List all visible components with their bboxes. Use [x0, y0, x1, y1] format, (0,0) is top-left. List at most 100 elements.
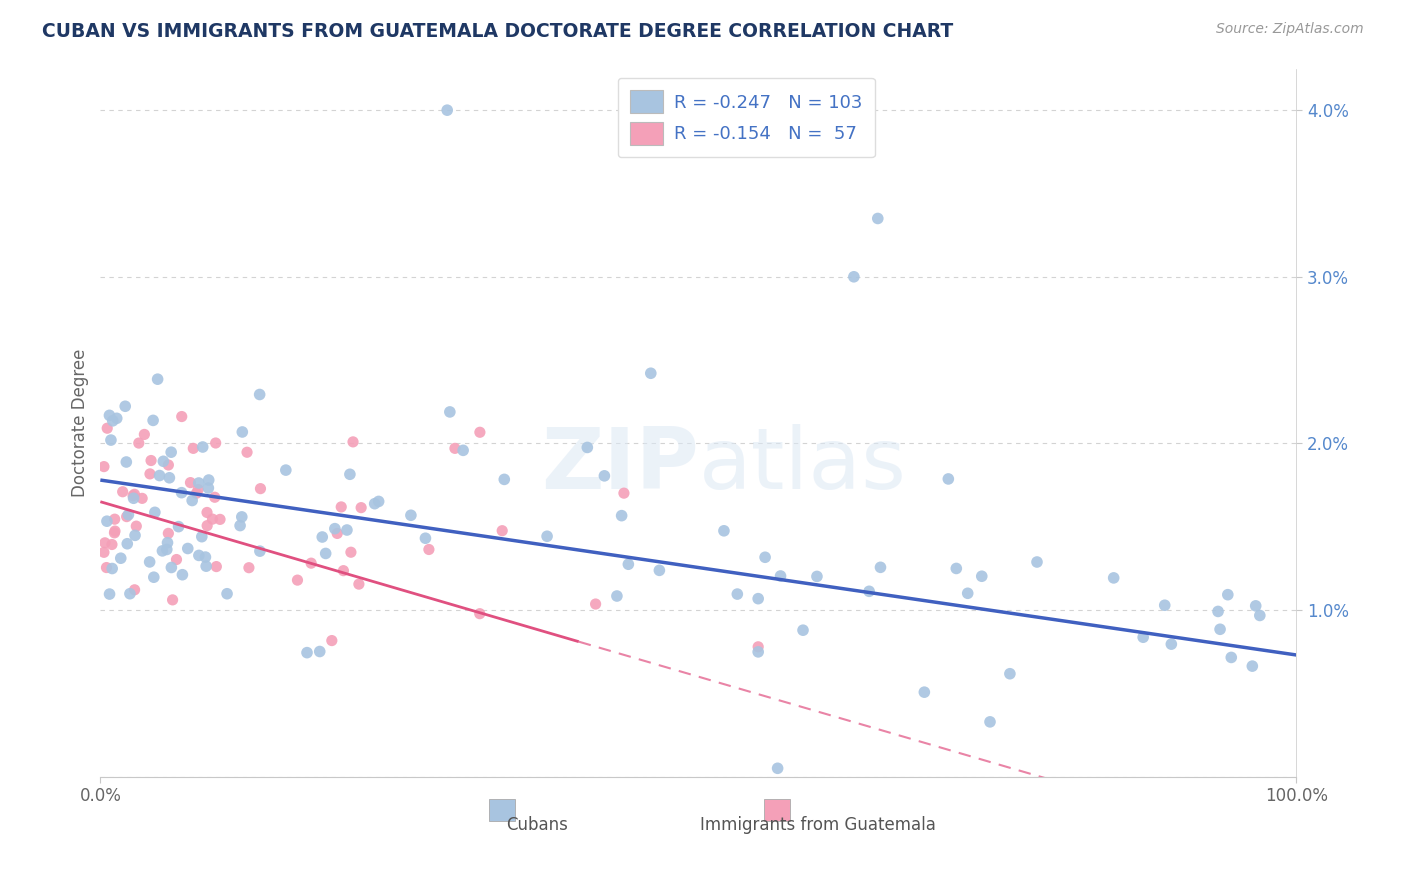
- Point: [274, 463, 297, 477]
- Point: [197, 481, 219, 495]
- Point: [640, 366, 662, 380]
- Point: [1102, 571, 1125, 585]
- Point: [1209, 622, 1232, 636]
- Point: [96, 560, 118, 574]
- Point: [367, 494, 389, 508]
- Point: [204, 436, 226, 450]
- Point: [340, 545, 363, 559]
- Point: [139, 453, 162, 467]
- Point: [998, 666, 1021, 681]
- Point: [208, 512, 231, 526]
- Point: [1249, 608, 1271, 623]
- Point: [187, 549, 209, 563]
- Point: [172, 567, 194, 582]
- Text: ZIP: ZIP: [541, 424, 699, 507]
- Point: [347, 577, 370, 591]
- Point: [96, 514, 118, 528]
- Point: [142, 413, 165, 427]
- Point: [194, 550, 217, 565]
- Point: [231, 425, 253, 439]
- Bar: [763, 799, 790, 821]
- Point: [105, 411, 128, 425]
- Point: [124, 528, 146, 542]
- Point: [418, 542, 440, 557]
- Point: [439, 405, 461, 419]
- Point: [157, 458, 180, 472]
- Point: [110, 551, 132, 566]
- Point: [323, 522, 346, 536]
- Point: [122, 491, 145, 506]
- Point: [125, 519, 148, 533]
- Point: [326, 526, 349, 541]
- Point: [766, 761, 789, 775]
- Y-axis label: Doctorate Degree: Doctorate Degree: [72, 349, 89, 497]
- Point: [648, 563, 671, 577]
- Point: [134, 427, 156, 442]
- Point: [792, 623, 814, 637]
- Point: [205, 559, 228, 574]
- Text: Cubans: Cubans: [506, 815, 568, 833]
- Text: CUBAN VS IMMIGRANTS FROM GUATEMALA DOCTORATE DEGREE CORRELATION CHART: CUBAN VS IMMIGRANTS FROM GUATEMALA DOCTO…: [42, 22, 953, 41]
- Point: [101, 561, 124, 575]
- Point: [536, 529, 558, 543]
- Point: [249, 387, 271, 401]
- Point: [187, 475, 209, 490]
- Point: [143, 505, 166, 519]
- Point: [152, 544, 174, 558]
- Point: [747, 591, 769, 606]
- Point: [912, 685, 935, 699]
- Point: [98, 409, 121, 423]
- Point: [117, 508, 139, 522]
- Point: [103, 525, 125, 540]
- Point: [111, 484, 134, 499]
- Point: [156, 535, 179, 549]
- Point: [104, 524, 127, 538]
- Point: [725, 587, 748, 601]
- Point: [114, 399, 136, 413]
- Point: [606, 589, 628, 603]
- Point: [311, 530, 333, 544]
- Point: [128, 436, 150, 450]
- Point: [1220, 650, 1243, 665]
- Point: [350, 500, 373, 515]
- Point: [315, 546, 337, 560]
- Point: [336, 523, 359, 537]
- Point: [195, 518, 218, 533]
- Point: [249, 482, 271, 496]
- Point: [617, 558, 640, 572]
- Point: [1153, 599, 1175, 613]
- Point: [162, 593, 184, 607]
- Point: [956, 586, 979, 600]
- Point: [236, 445, 259, 459]
- Point: [117, 537, 139, 551]
- Point: [576, 441, 599, 455]
- Point: [93, 545, 115, 559]
- Point: [156, 542, 179, 557]
- Point: [197, 473, 219, 487]
- Point: [342, 434, 364, 449]
- Point: [170, 409, 193, 424]
- Point: [104, 512, 127, 526]
- Point: [118, 587, 141, 601]
- Point: [96, 421, 118, 435]
- Point: [229, 518, 252, 533]
- Point: [308, 644, 330, 658]
- Point: [330, 500, 353, 514]
- Point: [321, 633, 343, 648]
- Point: [769, 569, 792, 583]
- Point: [195, 559, 218, 574]
- Point: [1160, 637, 1182, 651]
- Point: [468, 425, 491, 440]
- Point: [195, 506, 218, 520]
- Point: [101, 414, 124, 428]
- Point: [970, 569, 993, 583]
- Point: [444, 442, 467, 456]
- Point: [100, 433, 122, 447]
- Point: [138, 555, 160, 569]
- Point: [187, 483, 209, 497]
- Point: [713, 524, 735, 538]
- Point: [160, 445, 183, 459]
- Point: [747, 640, 769, 654]
- Point: [101, 537, 124, 551]
- Point: [124, 582, 146, 597]
